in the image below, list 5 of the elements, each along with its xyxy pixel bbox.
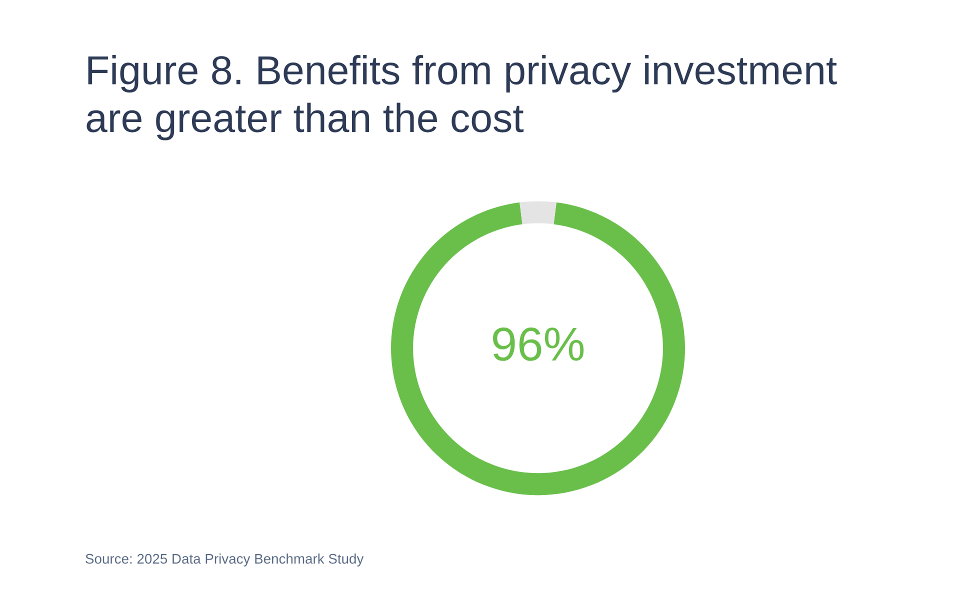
- donut-slice: [391, 202, 686, 496]
- donut-slice: [520, 201, 556, 224]
- chart-title: Figure 8. Benefits from privacy investment are greater than the cost: [86, 55, 837, 140]
- data-label: 96%: [492, 327, 584, 361]
- source-note: Source: 2025 Data Privacy Benchmark Study: [86, 554, 364, 566]
